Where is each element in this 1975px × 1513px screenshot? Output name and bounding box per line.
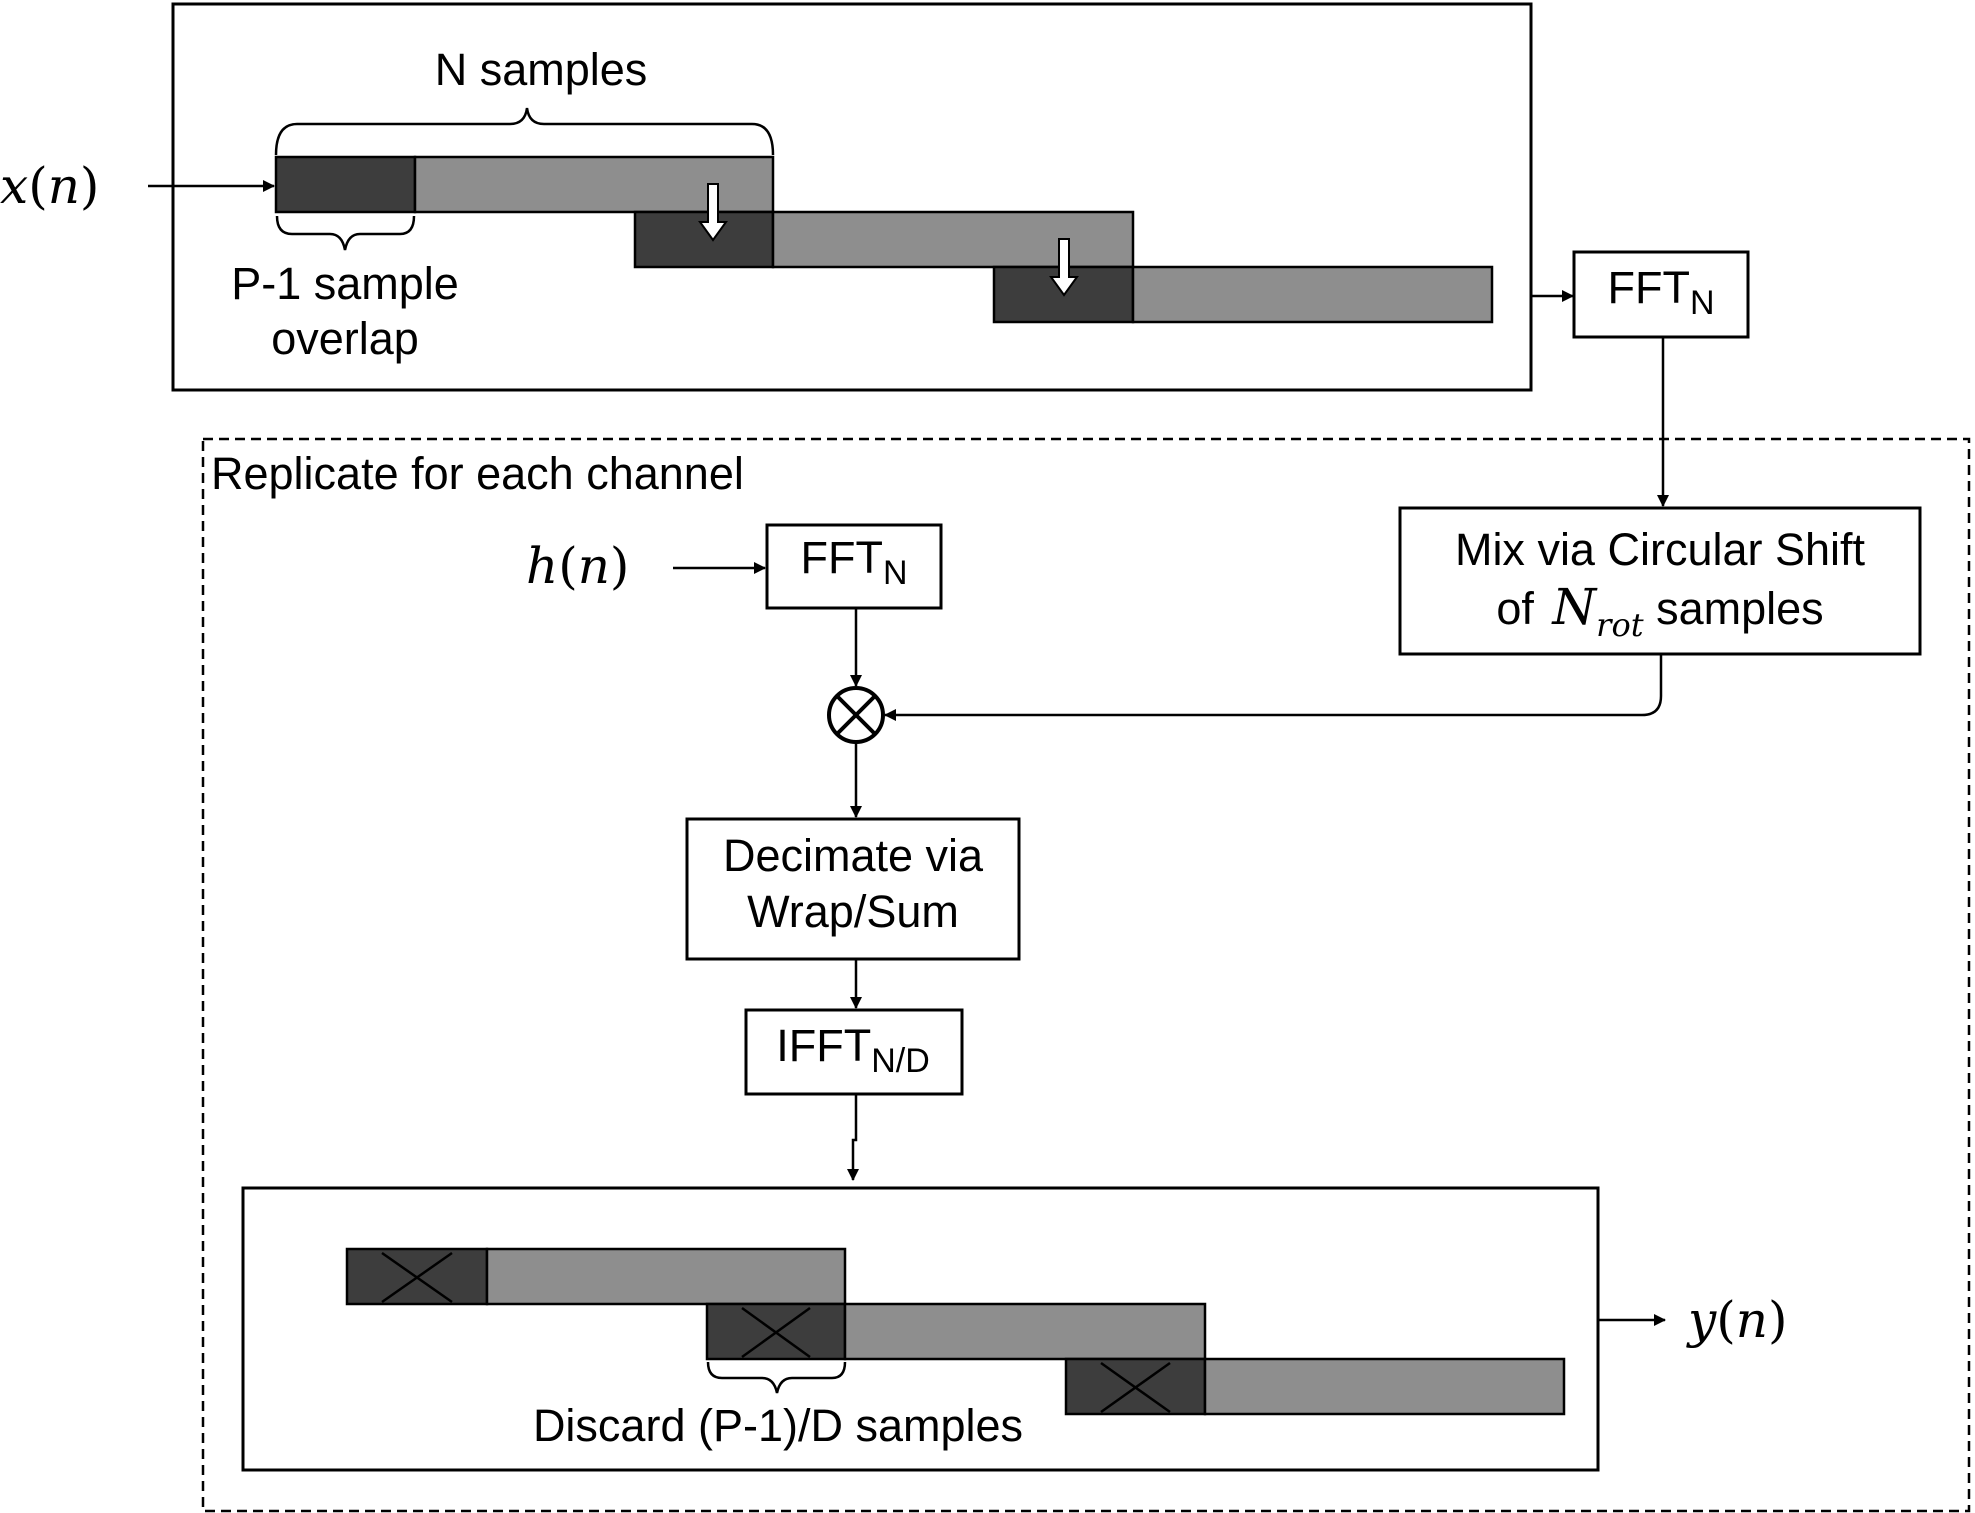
input-block-1-overlap: [274, 155, 417, 214]
mix-to-multiplier-arrow: [884, 655, 1663, 721]
decimate-box[interactable]: [685, 817, 1021, 961]
decimate-label-line2: Wrap/Sum: [747, 886, 959, 937]
mix-box[interactable]: [1398, 506, 1922, 656]
output-signal-label: y(n): [1686, 1291, 1787, 1349]
output-block-1-body: [485, 1247, 847, 1306]
fft-filter-box[interactable]: [765, 523, 943, 610]
n-samples-label: N samples: [435, 44, 648, 95]
input-block-2-body: [771, 210, 1135, 269]
ifft-to-output-arrow: [847, 1095, 859, 1181]
discard-x-icon: [381, 1251, 453, 1304]
fft-top-label: FFTN: [1607, 262, 1714, 322]
fft-top-box[interactable]: [1572, 250, 1750, 339]
n-samples-brace: [274, 107, 775, 156]
discard-x-icon: [1100, 1361, 1171, 1414]
output-block-2-body: [843, 1302, 1207, 1361]
overlap-copy-arrow-1: [698, 183, 728, 242]
mix-label-line2: of Nrot samples: [1496, 578, 1823, 644]
decimate-label-line1: Decimate via: [723, 830, 984, 881]
input-block-2-overlap: [633, 210, 775, 269]
input-block-3-body: [1131, 265, 1494, 324]
input-block-1-body: [413, 155, 775, 214]
input-signal-label: x(n): [0, 157, 99, 215]
discard-label: Discard (P-1)/D samples: [533, 1400, 1023, 1451]
ifft-box[interactable]: [744, 1008, 964, 1096]
mix-label-line1: Mix via Circular Shift: [1455, 524, 1866, 575]
discard-x-icon: [741, 1306, 811, 1359]
output-block-3-body: [1203, 1357, 1566, 1416]
overlap-label-line2: overlap: [271, 313, 419, 364]
filter-signal-label: h(n): [526, 537, 629, 595]
ifft-label: IFFTN/D: [776, 1020, 930, 1080]
overlap-copy-arrow-2: [1049, 238, 1079, 297]
discard-brace: [706, 1361, 847, 1394]
replicate-region: [201, 437, 1971, 1513]
replicate-label: Replicate for each channel: [211, 448, 744, 499]
overlap-label-line1: P-1 sample: [231, 258, 459, 309]
fft-filter-label: FFTN: [800, 532, 907, 592]
overlap-brace: [275, 215, 416, 251]
circled-times-icon: [827, 686, 885, 744]
